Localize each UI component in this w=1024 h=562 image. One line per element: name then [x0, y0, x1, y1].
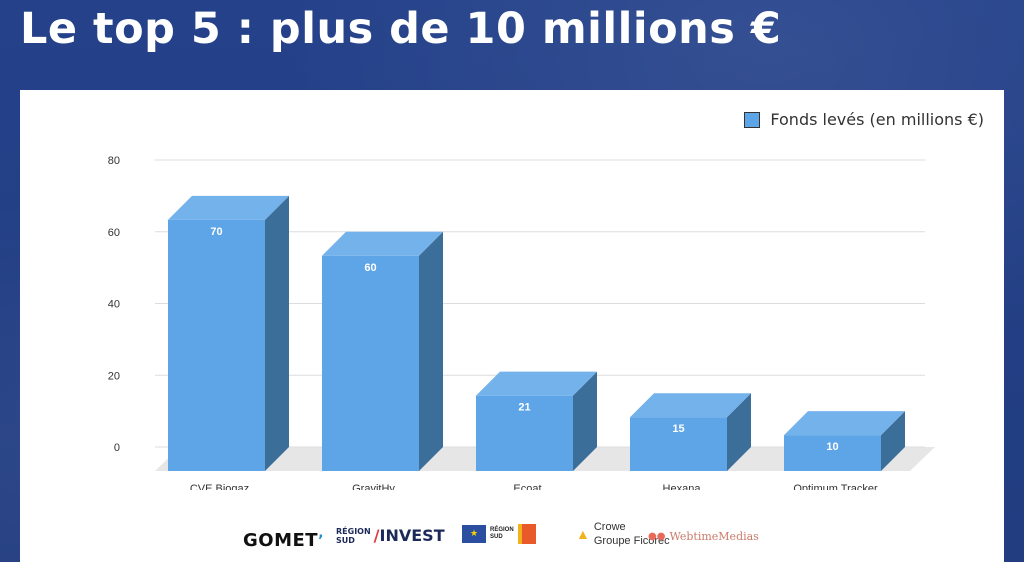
- y-tick-label: 80: [108, 155, 120, 167]
- bar-chart: 0 20 40 60 80 70 CVE Biogaz 60 GravitHy 21 Ecoat 15…: [108, 155, 935, 490]
- x-tick-label: Hexana: [663, 483, 702, 490]
- webtime-text: WebtimeMedias: [669, 530, 759, 543]
- region-sud-1: RÉGION: [490, 527, 514, 533]
- gomet-text: GOMET: [243, 530, 319, 551]
- bar: [322, 255, 419, 471]
- x-tick-label: GravitHy: [352, 483, 395, 490]
- crowe-logo: ▲ Crowe Groupe Ficorec: [576, 520, 670, 548]
- region-small-1: RÉGION: [336, 526, 371, 536]
- bar-side: [419, 231, 443, 471]
- region-sud-badge-icon: [517, 524, 536, 544]
- gomet-logo: GOMET’: [243, 530, 324, 551]
- crowe-text: Crowe: [593, 521, 626, 533]
- gomet-accent: ’: [318, 532, 324, 549]
- data-label: 60: [364, 262, 376, 274]
- bar-side: [881, 411, 905, 471]
- legend-label: Fonds levés (en millions €): [770, 110, 984, 129]
- webtime-medias-logo: ●● WebtimeMedias: [648, 530, 759, 543]
- bar-top: [476, 371, 597, 396]
- page-title: Le top 5 : plus de 10 millions €: [20, 4, 782, 54]
- region-sud-text: RÉGION SUD: [490, 527, 514, 541]
- bar-side: [265, 195, 289, 471]
- bar-side: [573, 371, 597, 471]
- invest-text: INVEST: [379, 526, 445, 545]
- data-label: 15: [672, 423, 684, 435]
- eu-flag-icon: [462, 525, 486, 543]
- x-tick-label: Optimum Tracker: [793, 483, 878, 490]
- region-sud-2: SUD: [490, 534, 503, 540]
- bar-top: [630, 393, 751, 418]
- bar: [168, 219, 265, 471]
- legend-swatch: [744, 111, 761, 128]
- region-small-2: SUD: [336, 535, 355, 545]
- invest-slash: /: [373, 526, 380, 545]
- bar-top: [784, 411, 905, 436]
- eu-region-sud-logo: RÉGION SUD: [462, 524, 536, 544]
- bar-top: [322, 231, 443, 256]
- y-tick-label: 20: [108, 370, 120, 382]
- legend: Fonds levés (en millions €): [744, 110, 984, 129]
- crowe-subtext: Groupe Ficorec: [593, 535, 670, 547]
- bar: [784, 435, 881, 471]
- crowe-icon: ▲: [576, 526, 590, 542]
- data-label: 10: [826, 441, 838, 453]
- sponsor-logos: GOMET’ RÉGION SUD /INVEST RÉGION SUD ▲ C…: [0, 518, 1024, 558]
- x-tick-label: CVE Biogaz: [190, 483, 249, 490]
- x-tick-label: Ecoat: [513, 483, 541, 490]
- bar-top: [168, 195, 289, 220]
- y-tick-label: 0: [114, 442, 120, 454]
- data-label: 70: [210, 226, 222, 238]
- data-label: 21: [518, 402, 530, 414]
- region-sud-invest-logo: RÉGION SUD / INVEST: [336, 526, 445, 545]
- bar-side: [727, 393, 751, 471]
- webtime-dots-icon: ●●: [648, 531, 666, 542]
- chart-panel: Fonds levés (en millions €) 0 20 40 60 80 70 C…: [20, 90, 1004, 562]
- bar: [630, 417, 727, 471]
- y-tick-label: 60: [108, 227, 120, 239]
- y-tick-label: 40: [108, 299, 120, 311]
- bar: [476, 395, 573, 471]
- region-invest-small: RÉGION SUD: [336, 527, 371, 545]
